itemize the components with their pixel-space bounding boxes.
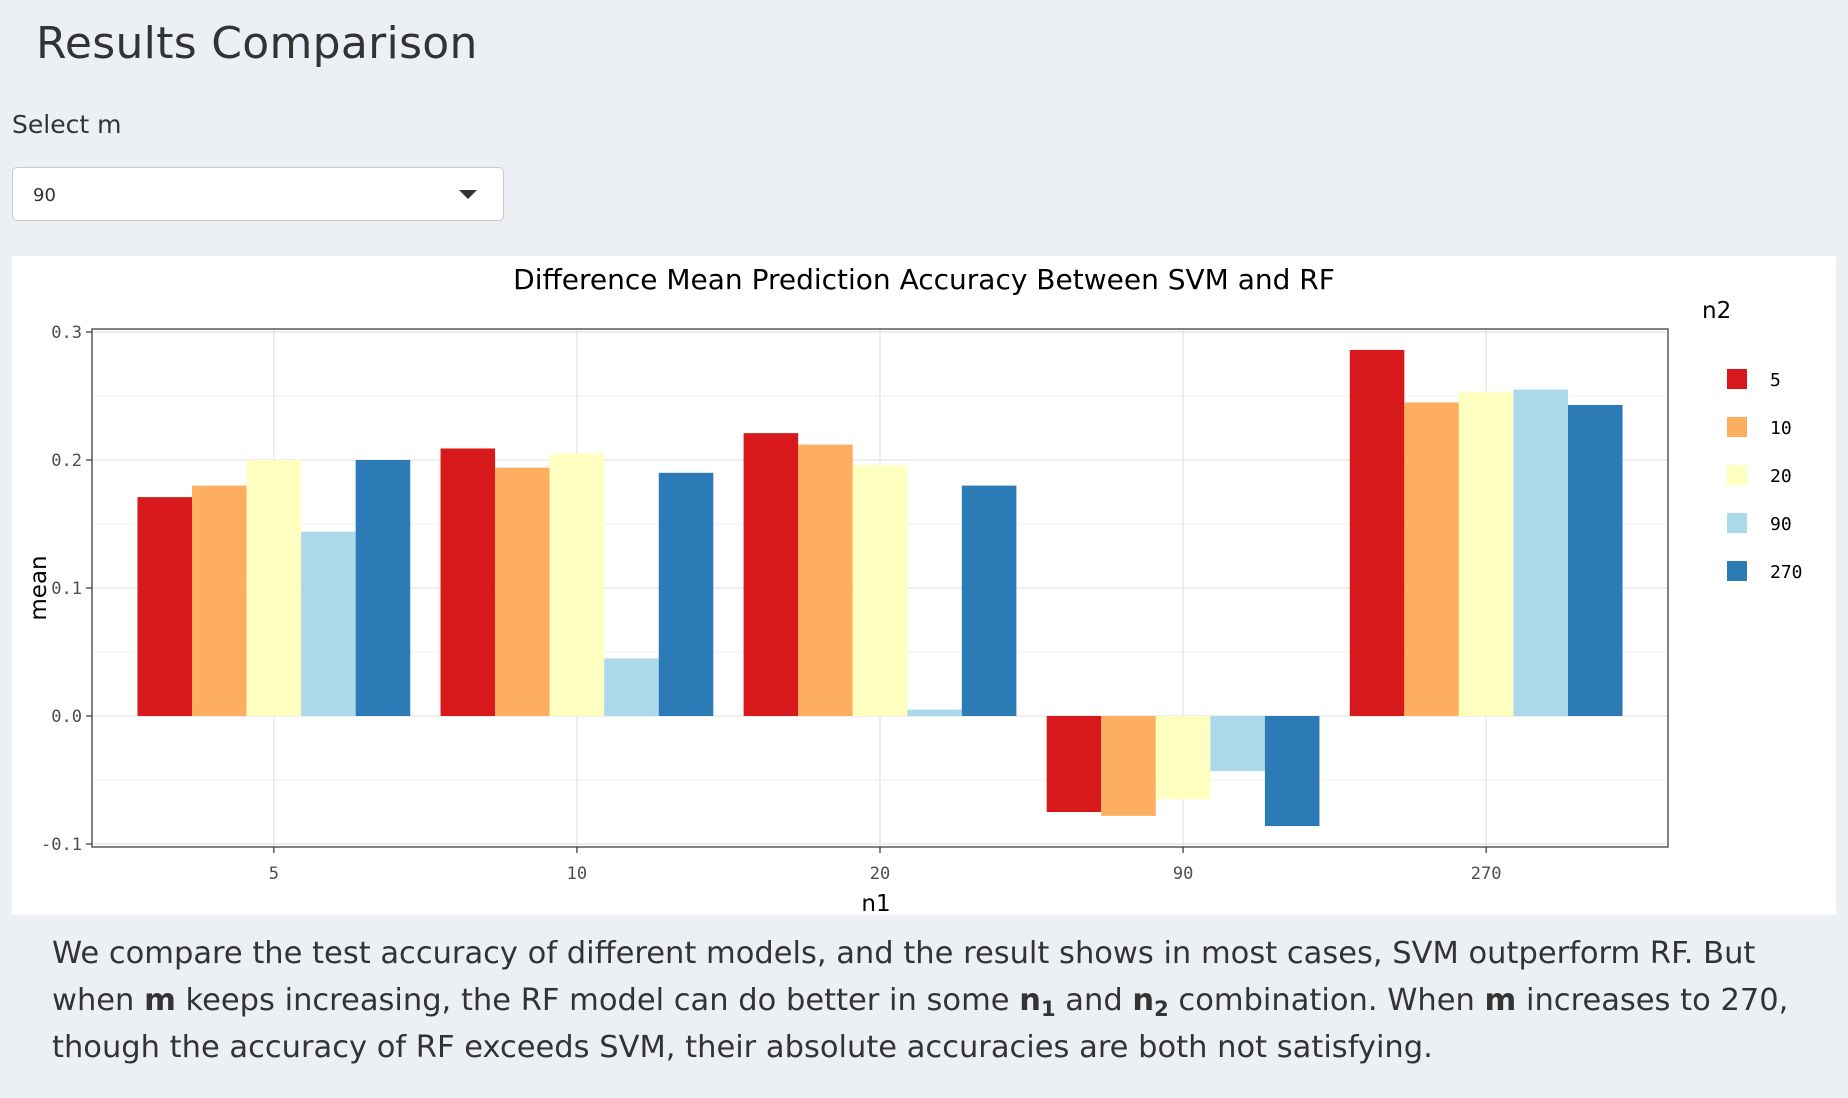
y-tick-label: 0.1 bbox=[51, 579, 82, 599]
select-m-value: 90 bbox=[33, 185, 56, 206]
bar-n1-270-n2-20 bbox=[1458, 392, 1514, 716]
y-tick-label: 0.2 bbox=[51, 451, 82, 471]
bar-n1-20-n2-90 bbox=[907, 709, 962, 716]
bar-n1-5-n2-90 bbox=[301, 531, 356, 716]
legend-label-10: 10 bbox=[1770, 418, 1792, 439]
bar-n1-10-n2-270 bbox=[658, 472, 714, 716]
description-paragraph: We compare the test accuracy of differen… bbox=[52, 936, 1789, 1065]
bar-n1-90-n2-20 bbox=[1155, 716, 1211, 800]
legend-label-20: 20 bbox=[1770, 466, 1792, 487]
legend-title: n2 bbox=[1702, 298, 1731, 324]
x-tick-label: 20 bbox=[870, 864, 890, 884]
bar-n1-5-n2-10 bbox=[192, 485, 247, 716]
page-title: Results Comparison bbox=[36, 18, 478, 69]
y-tick-label: 0.3 bbox=[51, 323, 82, 343]
bar-n1-270-n2-90 bbox=[1513, 389, 1568, 716]
x-tick-label: 10 bbox=[567, 864, 587, 884]
y-axis-label: mean bbox=[26, 555, 52, 620]
bar-n1-10-n2-90 bbox=[604, 658, 659, 716]
bar-chart: Difference Mean Prediction Accuracy Betw… bbox=[26, 263, 1803, 915]
bar-n1-270-n2-270 bbox=[1567, 404, 1623, 716]
legend-label-270: 270 bbox=[1770, 562, 1803, 583]
bar-n1-10-n2-5 bbox=[440, 448, 496, 716]
bar-n1-20-n2-5 bbox=[743, 433, 799, 716]
chevron-down-icon[interactable] bbox=[459, 190, 477, 199]
legend-swatch-5 bbox=[1727, 369, 1747, 389]
legend-label-5: 5 bbox=[1770, 370, 1781, 391]
bar-n1-90-n2-90 bbox=[1210, 716, 1265, 772]
legend-label-90: 90 bbox=[1770, 514, 1792, 535]
bar-n1-20-n2-10 bbox=[798, 444, 853, 716]
x-tick-label: 90 bbox=[1173, 864, 1193, 884]
bar-n1-5-n2-270 bbox=[355, 460, 411, 716]
chart-title: Difference Mean Prediction Accuracy Betw… bbox=[513, 263, 1335, 296]
select-m-dropdown[interactable]: 90 bbox=[12, 167, 504, 221]
bar-n1-20-n2-20 bbox=[852, 465, 908, 716]
x-tick-label: 5 bbox=[269, 864, 279, 884]
bar-n1-90-n2-270 bbox=[1264, 716, 1320, 827]
legend-swatch-270 bbox=[1727, 561, 1747, 581]
x-axis-label: n1 bbox=[861, 891, 890, 915]
bar-n1-5-n2-20 bbox=[246, 460, 302, 716]
bar-n1-270-n2-10 bbox=[1404, 402, 1459, 716]
legend-swatch-90 bbox=[1727, 513, 1747, 533]
bar-n1-90-n2-5 bbox=[1046, 716, 1102, 812]
bar-n1-10-n2-10 bbox=[495, 467, 550, 716]
x-tick-label: 270 bbox=[1471, 864, 1502, 884]
chart-panel: Difference Mean Prediction Accuracy Betw… bbox=[12, 256, 1836, 915]
bar-n1-10-n2-20 bbox=[549, 453, 605, 716]
bar-n1-90-n2-10 bbox=[1101, 716, 1156, 816]
bar-n1-5-n2-5 bbox=[137, 497, 193, 716]
select-m-label: Select m bbox=[12, 110, 122, 139]
y-tick-label: -0.1 bbox=[41, 835, 82, 855]
bar-n1-20-n2-270 bbox=[961, 485, 1017, 716]
y-tick-label: 0.0 bbox=[51, 707, 82, 727]
legend-swatch-20 bbox=[1727, 465, 1747, 485]
bar-n1-270-n2-5 bbox=[1349, 349, 1405, 716]
legend-swatch-10 bbox=[1727, 417, 1747, 437]
